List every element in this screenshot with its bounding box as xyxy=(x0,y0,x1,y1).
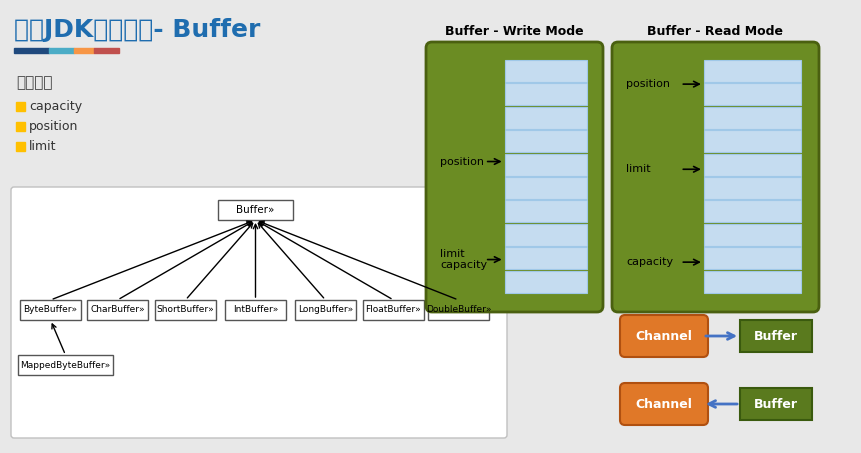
Text: limit: limit xyxy=(625,164,650,174)
Bar xyxy=(74,48,94,53)
Bar xyxy=(504,60,586,82)
Text: Channel: Channel xyxy=(635,397,691,410)
Text: limit
capacity: limit capacity xyxy=(439,249,486,270)
Bar xyxy=(703,247,801,269)
Bar xyxy=(20,300,81,320)
Text: IntBuffer»: IntBuffer» xyxy=(232,305,278,314)
Bar xyxy=(739,320,811,352)
Bar xyxy=(155,300,216,320)
Bar xyxy=(504,154,586,175)
Bar xyxy=(362,300,424,320)
Text: FloatBuffer»: FloatBuffer» xyxy=(365,305,421,314)
Bar xyxy=(94,48,119,53)
Bar xyxy=(703,107,801,129)
FancyBboxPatch shape xyxy=(425,42,603,312)
Bar xyxy=(504,224,586,246)
Text: MappedByteBuffer»: MappedByteBuffer» xyxy=(21,361,110,370)
Bar xyxy=(504,130,586,152)
Bar xyxy=(16,102,25,111)
Text: Buffer: Buffer xyxy=(753,397,797,410)
Bar xyxy=(18,355,113,375)
Bar xyxy=(703,177,801,199)
Text: 重要属性: 重要属性 xyxy=(16,75,53,90)
Text: ByteBuffer»: ByteBuffer» xyxy=(23,305,77,314)
Text: Buffer - Write Mode: Buffer - Write Mode xyxy=(444,25,583,38)
Bar xyxy=(504,247,586,269)
Text: Buffer»: Buffer» xyxy=(236,205,275,215)
Text: Channel: Channel xyxy=(635,329,691,342)
Text: limit: limit xyxy=(29,140,57,153)
Bar xyxy=(87,300,148,320)
FancyBboxPatch shape xyxy=(11,187,506,438)
Text: capacity: capacity xyxy=(625,257,672,267)
Bar xyxy=(703,60,801,82)
Text: CharBuffer»: CharBuffer» xyxy=(90,305,145,314)
Text: 原生JDK网络编程- Buffer: 原生JDK网络编程- Buffer xyxy=(14,18,260,42)
Bar xyxy=(14,48,49,53)
Bar xyxy=(703,200,801,222)
Bar xyxy=(739,388,811,420)
Text: capacity: capacity xyxy=(29,100,82,113)
Bar xyxy=(504,200,586,222)
Text: position: position xyxy=(439,157,483,167)
Bar xyxy=(703,270,801,293)
FancyBboxPatch shape xyxy=(619,315,707,357)
Text: Buffer: Buffer xyxy=(753,329,797,342)
Bar xyxy=(294,300,356,320)
Bar xyxy=(504,83,586,105)
Bar xyxy=(703,154,801,175)
Bar xyxy=(504,107,586,129)
Bar xyxy=(504,270,586,293)
Bar xyxy=(16,142,25,151)
Text: LongBuffer»: LongBuffer» xyxy=(298,305,353,314)
Bar xyxy=(703,224,801,246)
Bar xyxy=(225,300,286,320)
Text: Buffer - Read Mode: Buffer - Read Mode xyxy=(647,25,783,38)
Bar xyxy=(49,48,74,53)
Bar xyxy=(428,300,488,320)
Text: position: position xyxy=(29,120,78,133)
Bar xyxy=(703,130,801,152)
FancyBboxPatch shape xyxy=(619,383,707,425)
Text: ShortBuffer»: ShortBuffer» xyxy=(157,305,214,314)
FancyBboxPatch shape xyxy=(611,42,818,312)
Bar xyxy=(703,83,801,105)
Text: DoubleBuffer»: DoubleBuffer» xyxy=(425,305,491,314)
Bar xyxy=(504,177,586,199)
Bar xyxy=(16,122,25,131)
Bar xyxy=(218,200,293,220)
Text: position: position xyxy=(625,79,669,89)
